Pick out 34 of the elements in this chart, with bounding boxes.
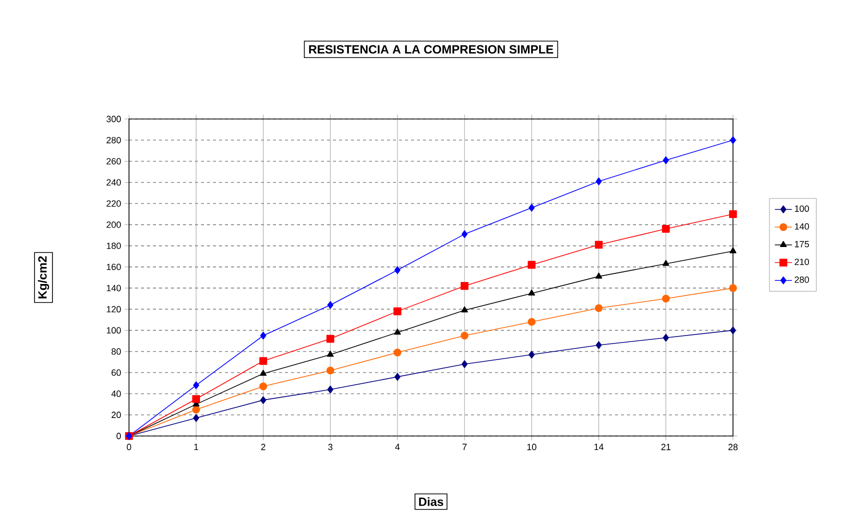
- y-tick-label: 80: [112, 348, 121, 355]
- y-tick-label: 60: [112, 369, 121, 376]
- x-tick-label: 4: [395, 444, 400, 450]
- y-tick-label: 160: [106, 264, 121, 270]
- legend-label: 100: [794, 205, 809, 212]
- y-tick-label: 140: [106, 284, 121, 292]
- x-tick-label: 7: [462, 444, 467, 450]
- y-tick-label: 20: [112, 412, 121, 418]
- y-tick-label: 0: [116, 432, 121, 440]
- legend-label: 280: [794, 276, 809, 283]
- legend-label: 175: [794, 241, 809, 248]
- y-tick-label: 220: [106, 200, 121, 207]
- x-tick-label: 2: [261, 444, 266, 450]
- x-tick-label: 3: [328, 444, 332, 450]
- y-tick-label: 280: [106, 136, 121, 144]
- y-tick-label: 200: [106, 221, 121, 228]
- y-tick-label: 260: [106, 158, 121, 164]
- x-tick-label: 0: [126, 444, 132, 450]
- y-axis-title: Kg/cm2: [38, 256, 50, 298]
- y-tick-label: 180: [106, 242, 121, 249]
- y-tick-label: 300: [106, 116, 121, 122]
- x-tick-label: 28: [728, 444, 738, 450]
- legend-label: 140: [794, 223, 809, 230]
- chart-title: RESISTENCIA A LA COMPRESION SIMPLE: [309, 45, 554, 54]
- y-tick-label: 40: [111, 390, 121, 397]
- x-tick-label: 10: [527, 444, 536, 450]
- legend-label: 210: [794, 258, 809, 266]
- x-tick-label: 21: [661, 444, 670, 450]
- y-tick-label: 100: [106, 327, 121, 334]
- x-tick-label: 1: [194, 444, 198, 450]
- y-tick-label: 240: [106, 179, 121, 186]
- x-axis-title: Dias: [419, 497, 444, 506]
- y-tick-label: 120: [106, 306, 121, 312]
- x-tick-label: 14: [594, 444, 604, 450]
